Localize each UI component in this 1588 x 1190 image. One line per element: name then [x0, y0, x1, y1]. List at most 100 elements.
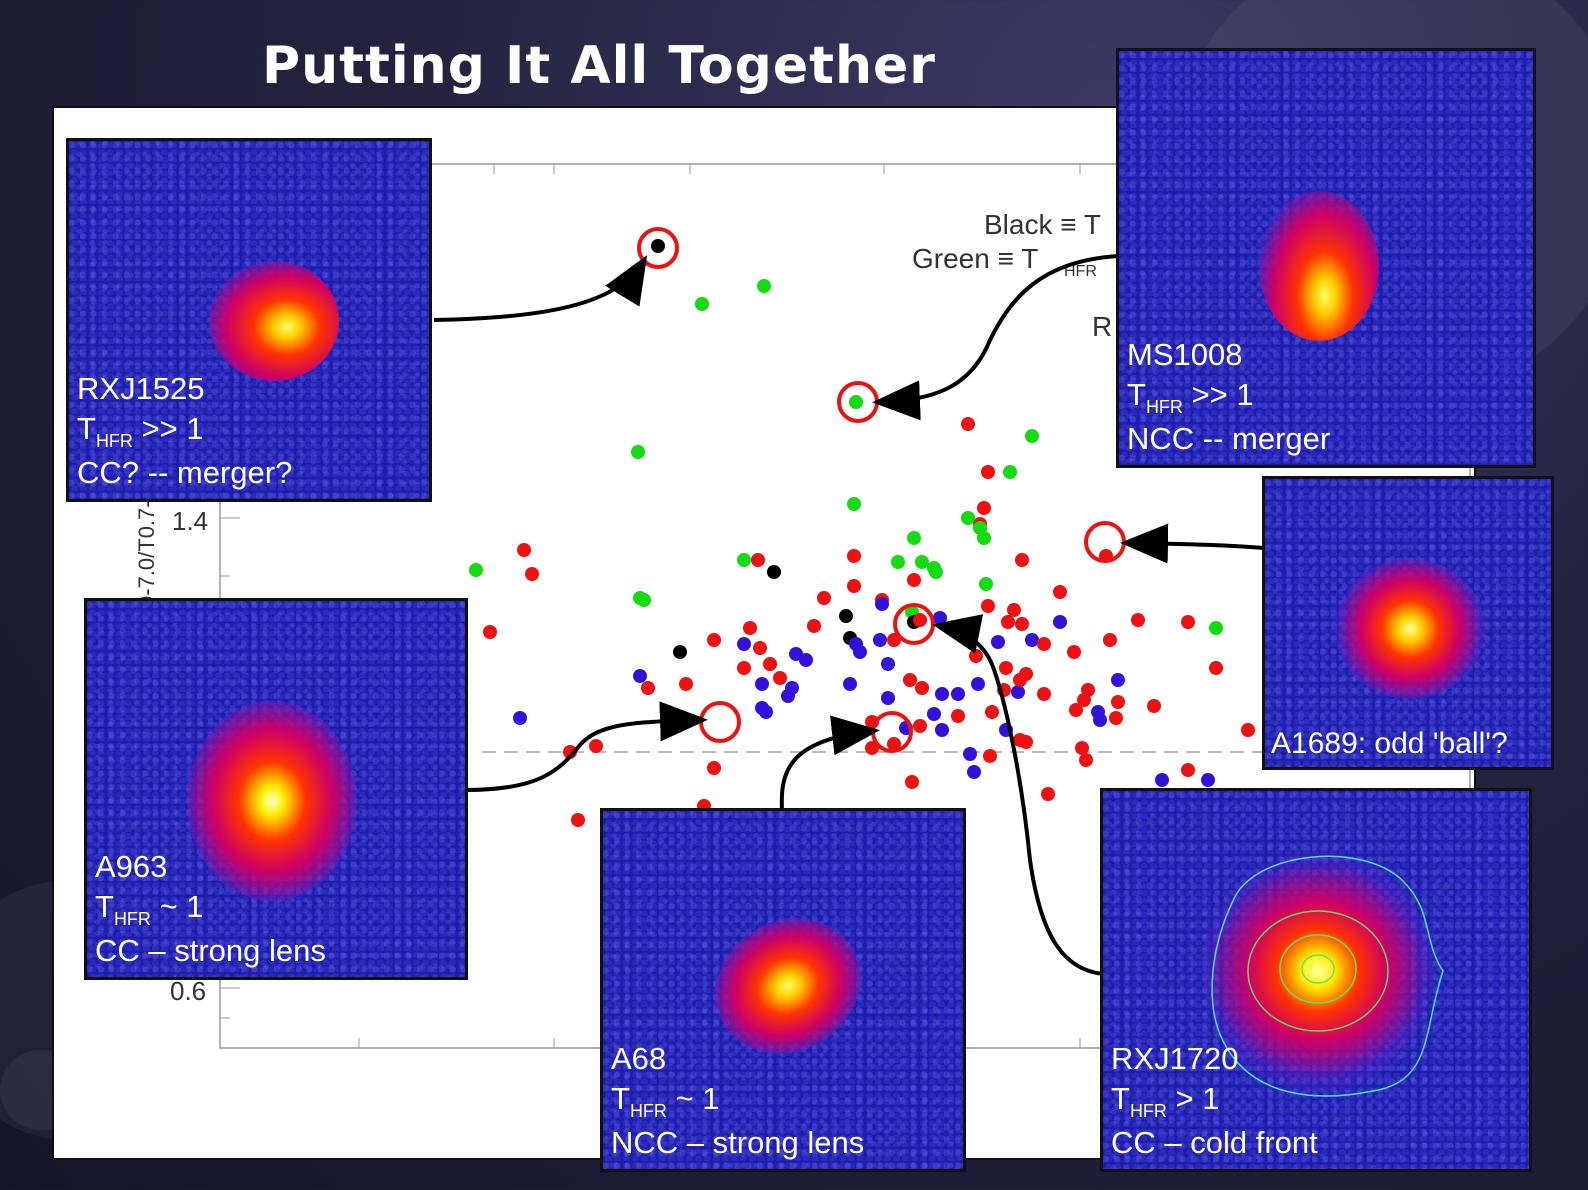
- data-point: [935, 723, 949, 737]
- panel-caption: MS1008 THFR >> 1 NCC -- merger: [1127, 335, 1330, 459]
- xray-emission: [1259, 191, 1379, 341]
- data-point: [753, 641, 767, 655]
- data-point: [881, 691, 895, 705]
- data-point: [695, 297, 709, 311]
- hfr-subscript: HFR: [1145, 397, 1183, 417]
- data-point: [1131, 613, 1145, 627]
- data-point: [469, 563, 483, 577]
- panel-caption: A1689: odd 'ball'?: [1271, 727, 1508, 760]
- data-point: [853, 645, 867, 659]
- data-point: [1025, 429, 1039, 443]
- data-point: [847, 579, 861, 593]
- data-point: [951, 687, 965, 701]
- data-point: [737, 661, 751, 675]
- data-point: [927, 707, 941, 721]
- data-point: [1147, 699, 1161, 713]
- data-point: [935, 687, 949, 701]
- ytick-label-1-4: 1.4: [172, 506, 208, 536]
- data-point: [873, 633, 887, 647]
- data-point: [953, 619, 967, 633]
- cluster-note: NCC -- merger: [1127, 421, 1331, 456]
- panel-a1689: A1689: odd 'ball'?: [1262, 476, 1554, 770]
- data-point: [807, 619, 821, 633]
- data-point: [817, 591, 831, 605]
- highlight-circles: [637, 227, 1126, 753]
- data-point: [907, 531, 921, 545]
- data-point: [977, 531, 991, 545]
- data-point: [881, 657, 895, 671]
- hfr-subscript: HFR: [113, 909, 151, 929]
- data-point: [737, 553, 751, 567]
- data-point: [513, 711, 527, 725]
- cluster-note: NCC – strong lens: [611, 1125, 865, 1160]
- t-hfr-relation: > 1: [1166, 1081, 1220, 1116]
- highlight-circle: [637, 227, 679, 269]
- t-symbol: T: [611, 1081, 630, 1116]
- data-point: [589, 739, 603, 753]
- data-point: [1041, 787, 1055, 801]
- data-point: [755, 677, 769, 691]
- data-point: [891, 555, 905, 569]
- ytick-label-0-6: 0.6: [170, 976, 206, 1006]
- data-point: [875, 597, 889, 611]
- bottom-ticks: [358, 1038, 1081, 1048]
- data-point: [903, 673, 917, 687]
- data-point: [571, 813, 585, 827]
- data-point: [1067, 645, 1081, 659]
- legend-black: Black ≡ T: [984, 209, 1101, 240]
- hfr-subscript: HFR: [629, 1101, 667, 1121]
- data-point: [1109, 711, 1123, 725]
- data-point: [1111, 695, 1125, 709]
- cluster-name: RXJ1720: [1111, 1041, 1239, 1076]
- t-hfr-relation: >> 1: [1182, 377, 1254, 412]
- data-point: [933, 611, 947, 625]
- data-point: [971, 677, 985, 691]
- data-point: [1103, 633, 1117, 647]
- cluster-name: RXJ1525: [77, 371, 205, 406]
- xray-emission: [1203, 851, 1433, 1091]
- data-point: [707, 633, 721, 647]
- data-point: [999, 723, 1013, 737]
- data-point: [1019, 735, 1033, 749]
- data-point: [759, 705, 773, 719]
- data-point: [981, 465, 995, 479]
- t-symbol: T: [1111, 1081, 1130, 1116]
- data-point: [983, 749, 997, 763]
- data-point: [1015, 553, 1029, 567]
- panel-rxj1720: RXJ1720 THFR > 1 CC – cold front: [1100, 788, 1532, 1172]
- panel-caption: A68 THFR ~ 1 NCC – strong lens: [611, 1039, 864, 1163]
- data-point: [1201, 773, 1215, 787]
- data-point: [1003, 465, 1017, 479]
- cluster-name: A68: [611, 1041, 667, 1076]
- panel-ms1008: MS1008 THFR >> 1 NCC -- merger: [1116, 48, 1536, 468]
- t-hfr-line: THFR >> 1: [77, 409, 292, 453]
- data-point: [907, 573, 921, 587]
- t-symbol: T: [77, 411, 96, 446]
- data-point: [563, 745, 577, 759]
- xray-emission: [209, 261, 339, 381]
- data-point: [673, 645, 687, 659]
- data-point: [985, 705, 999, 719]
- data-point: [1037, 637, 1051, 651]
- data-point: [631, 445, 645, 459]
- data-point: [789, 647, 803, 661]
- xray-emission: [187, 701, 357, 901]
- data-point: [743, 621, 757, 635]
- data-point: [1079, 753, 1093, 767]
- panel-a963: A963 THFR ~ 1 CC – strong lens: [84, 598, 468, 980]
- xray-emission: [1335, 559, 1485, 699]
- t-hfr-line: THFR > 1: [1111, 1079, 1318, 1123]
- data-point: [887, 737, 901, 751]
- panel-caption: RXJ1525 THFR >> 1 CC? -- merger?: [77, 369, 292, 493]
- data-point: [641, 681, 655, 695]
- data-point: [1053, 615, 1067, 629]
- t-symbol: T: [1127, 377, 1146, 412]
- cluster-note: CC – cold front: [1111, 1125, 1318, 1160]
- t-hfr-line: THFR >> 1: [1127, 375, 1330, 419]
- data-point: [1069, 703, 1083, 717]
- data-point: [1025, 633, 1039, 647]
- t-hfr-line: THFR ~ 1: [611, 1079, 864, 1123]
- cluster-note: CC – strong lens: [95, 933, 326, 968]
- cluster-note: CC? -- merger?: [77, 455, 293, 490]
- data-point: [1155, 773, 1169, 787]
